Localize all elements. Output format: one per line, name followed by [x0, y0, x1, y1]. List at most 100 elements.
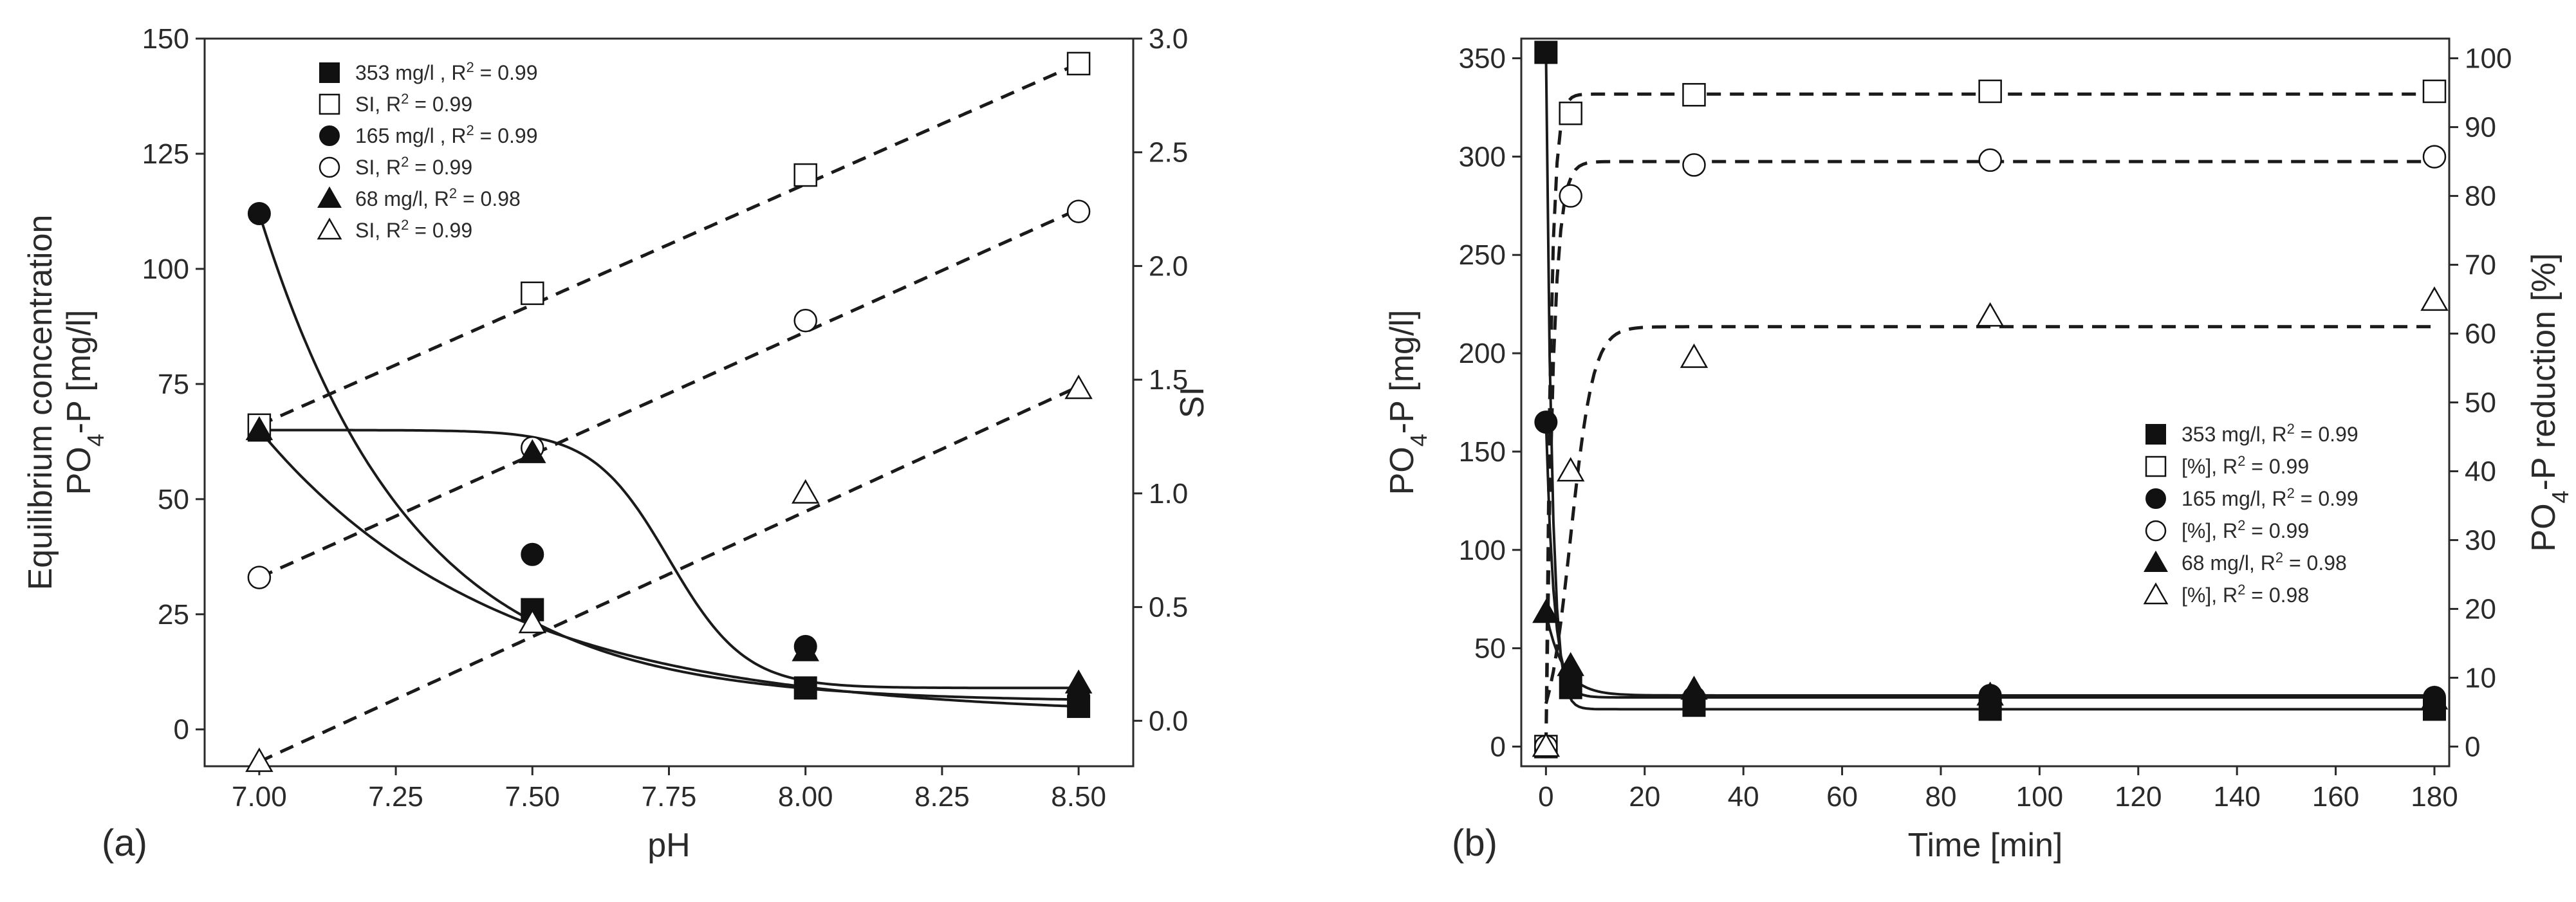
legend-entry: SI, R2 = 0.99 [355, 217, 472, 243]
y2-tick-label: 1.5 [1149, 364, 1188, 396]
data-point [2422, 145, 2447, 169]
fit-curve [258, 385, 1080, 764]
legend-entry: 353 mg/l , R2 = 0.99 [355, 59, 538, 85]
data-point [521, 281, 544, 306]
legend-marker [2145, 520, 2167, 542]
x-tick-label: 100 [2016, 781, 2063, 813]
y2-tick-label: 0 [2465, 731, 2480, 762]
y-tick-label: 75 [158, 369, 189, 400]
data-point [1064, 669, 1093, 694]
y-axis-title: PO4-P [mg/l] [1384, 310, 1432, 495]
x-tick-label: 80 [1925, 781, 1956, 813]
fit-curve [258, 62, 1080, 427]
y2-tick-label: 80 [2465, 181, 2496, 212]
chart-panel-a: 7.00 7.25 7.50 7.75 8.00 8.25 8.50 0 25 50 75 100 12… [22, 23, 1211, 864]
legend-marker [319, 156, 340, 178]
legend-marker [2145, 488, 2166, 509]
data-point [247, 566, 272, 589]
y-tick-label: 100 [142, 253, 189, 285]
x-tick-label: 8.50 [1051, 781, 1106, 813]
fit-curve [257, 213, 1079, 701]
data-point [1978, 79, 2002, 104]
data-point [245, 747, 273, 772]
y2-tick-label: 1.0 [1149, 478, 1188, 510]
y-tick-label: 300 [1459, 141, 1506, 172]
x-tick-label: 140 [2213, 781, 2260, 813]
y2-tick-label: 10 [2465, 662, 2496, 694]
panel-label: (b) [1452, 822, 1497, 864]
data-point [1556, 457, 1585, 482]
x-tick-label: 160 [2312, 781, 2359, 813]
y2-tick-label: 40 [2465, 456, 2496, 487]
data-point [1066, 199, 1091, 223]
data-point [1557, 652, 1584, 676]
data-point [1680, 343, 1709, 368]
y-tick-label: 0 [1490, 731, 1506, 762]
data-point [1682, 83, 1706, 107]
legend-marker [2143, 582, 2169, 605]
legend-marker [319, 125, 340, 146]
data-point [1976, 302, 2005, 327]
legend-marker [317, 217, 342, 240]
legend-entry: 165 mg/l, R2 = 0.99 [2182, 485, 2358, 511]
y2-tick-label: 70 [2465, 250, 2496, 281]
x-tick-label: 7.75 [642, 781, 697, 813]
y2-tick-label: 0.0 [1149, 705, 1188, 737]
data-point [793, 163, 817, 187]
x-tick-label: 7.25 [368, 781, 423, 813]
legend-entry: 68 mg/l, R2 = 0.98 [2182, 549, 2347, 575]
x-tick-label: 40 [1728, 781, 1759, 813]
y2-tick-label: 60 [2465, 318, 2496, 350]
x-tick-label: 0 [1538, 781, 1553, 813]
x-tick-label: 60 [1826, 781, 1858, 813]
y2-tick-label: 2.5 [1149, 137, 1188, 169]
legend-marker [319, 62, 340, 83]
legend-entry: [%], R2 = 0.99 [2182, 453, 2309, 479]
legend-marker [2144, 550, 2168, 572]
legend-marker [317, 186, 342, 208]
y-tick-label: 50 [1474, 633, 1506, 665]
y-tick-label: 250 [1459, 239, 1506, 271]
y-tick-label: 350 [1459, 43, 1506, 75]
fit-curve [259, 428, 1079, 690]
legend-entry: [%], R2 = 0.99 [2182, 517, 2309, 543]
x-tick-label: 7.00 [232, 781, 287, 813]
y2-axis-title: SI [1174, 387, 1211, 418]
legend-marker [319, 93, 340, 115]
legend-entry: 68 mg/l, R2 = 0.98 [355, 185, 521, 211]
legend-entry: SI, R2 = 0.99 [355, 91, 472, 116]
data-point [1532, 732, 1561, 757]
legend-marker [2145, 456, 2167, 477]
data-point [2422, 79, 2447, 104]
x-tick-label: 8.00 [778, 781, 833, 813]
y-tick-label: 50 [158, 484, 189, 515]
x-axis-title: Time [min] [1908, 827, 2063, 864]
y-axis-title: Equilibrium concentrationPO4-P [mg/l] [22, 215, 109, 591]
y-tick-label: 0 [174, 714, 189, 746]
data-point [2420, 685, 2449, 710]
x-tick-label: 20 [1629, 781, 1660, 813]
y-tick-label: 200 [1459, 338, 1506, 369]
data-point [793, 676, 817, 700]
x-tick-label: 8.25 [914, 781, 970, 813]
x-tick-label: 120 [2115, 781, 2162, 813]
data-point [1976, 681, 2004, 706]
data-point [2420, 286, 2449, 311]
data-point [1534, 41, 1558, 64]
y-tick-label: 150 [1459, 436, 1506, 468]
data-point [519, 439, 546, 463]
legend-entry: SI, R2 = 0.99 [355, 154, 472, 179]
x-axis-title: pH [647, 827, 690, 864]
y2-tick-label: 90 [2465, 112, 2496, 143]
y-tick-label: 100 [1459, 535, 1506, 566]
data-point [793, 309, 817, 333]
data-point [245, 416, 273, 441]
y-tick-label: 150 [142, 23, 189, 55]
legend-entry: 165 mg/l , R2 = 0.99 [355, 122, 538, 148]
legend-entry: [%], R2 = 0.98 [2182, 582, 2309, 607]
y2-tick-label: 100 [2465, 43, 2512, 75]
y2-tick-label: 0.5 [1149, 592, 1188, 623]
data-point [792, 637, 819, 661]
y-tick-label: 25 [158, 599, 189, 630]
